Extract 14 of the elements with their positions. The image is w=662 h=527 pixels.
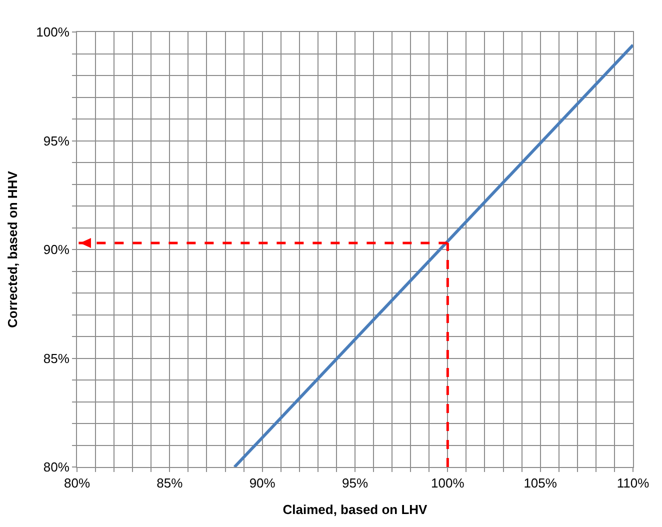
x-tick-label: 90% — [249, 476, 276, 491]
x-axis-title: Claimed, based on LHV — [282, 502, 428, 518]
y-tick-label: 85% — [43, 350, 70, 366]
y-axis-title: Corrected, based on HHV — [5, 170, 20, 328]
y-tick-label: 100% — [36, 24, 70, 40]
y-tick-label: 95% — [43, 133, 70, 148]
y-tick-label: 80% — [43, 460, 70, 475]
x-tick-label: 85% — [156, 476, 184, 491]
x-tick-label: 105% — [524, 476, 558, 491]
x-tick-label: 100% — [431, 476, 465, 491]
x-tick-label: 95% — [342, 476, 368, 491]
y-tick-label: 90% — [43, 242, 70, 258]
x-tick-label: 110% — [616, 476, 650, 491]
x-tick-label: 80% — [64, 476, 90, 491]
